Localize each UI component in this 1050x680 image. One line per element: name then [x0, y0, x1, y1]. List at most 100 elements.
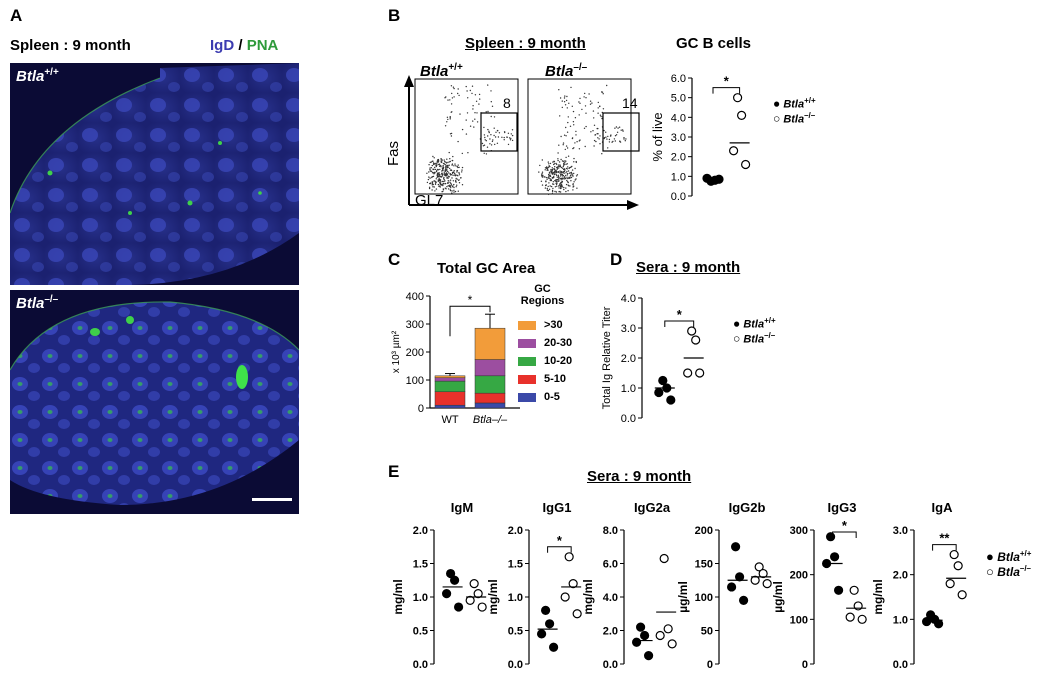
flow-event-dot — [444, 161, 446, 163]
flow-event-dot — [491, 140, 494, 143]
chart-IgA: 0.0 1.0 2.0 3.0 mg/ml ** — [871, 525, 967, 671]
flow-event-dot — [559, 191, 562, 193]
flow-event-dot — [488, 130, 490, 132]
legend-label: >30 — [544, 319, 563, 331]
flow-event-dot — [551, 191, 554, 193]
flow-event-dot — [511, 129, 514, 131]
data-point-wt — [449, 575, 460, 585]
flow-y-axis-label: Fas — [385, 140, 402, 166]
data-point-wt — [921, 616, 932, 627]
flow-event-dot — [557, 165, 559, 167]
flow-event-dot — [570, 180, 572, 182]
flow-event-dot — [606, 138, 608, 140]
flow-event-dot — [572, 110, 575, 113]
y-tick-label: 0.0 — [603, 659, 618, 671]
flow-event-dot — [437, 179, 439, 181]
flow-event-dot — [490, 101, 492, 103]
data-point-ko — [728, 146, 739, 156]
flow-event-dot — [562, 160, 565, 162]
flow-event-dot — [547, 193, 550, 196]
flow-event-dot — [563, 164, 565, 166]
flow-event-dot — [488, 131, 490, 134]
flow-event-dot — [437, 161, 439, 163]
flow-event-dot — [485, 111, 487, 113]
flow-event-dot — [441, 174, 444, 176]
flow-event-dot — [444, 164, 447, 166]
flow-event-dot — [554, 172, 556, 174]
legend-item-5-10: 5-10 — [518, 370, 572, 388]
y-axis-label: mg/ml — [391, 579, 405, 614]
panel-a-title: Spleen : 9 month — [10, 37, 131, 54]
flow-event-dot — [465, 85, 467, 88]
y-tick-label: 2.0 — [671, 152, 686, 164]
flow-event-dot — [546, 169, 548, 171]
flow-event-dot — [498, 132, 501, 134]
flow-event-dot — [434, 183, 437, 185]
flow-event-dot — [450, 132, 453, 135]
flow-event-dot — [547, 161, 549, 163]
data-point-ko — [572, 609, 582, 619]
flow-event-dot — [448, 172, 450, 174]
flow-event-dot — [562, 165, 564, 168]
y-tick-label: 300 — [790, 525, 808, 537]
flow-event-dot — [558, 164, 560, 166]
flow-event-dot — [450, 184, 452, 187]
data-point-ko — [754, 562, 764, 572]
flow-event-dot — [562, 142, 565, 144]
flow-event-dot — [556, 180, 558, 183]
flow-dots-ko — [538, 84, 627, 196]
legend-wt-sup: +/+ — [764, 316, 776, 325]
data-point-ko — [663, 624, 673, 634]
flow-event-dot — [428, 187, 431, 190]
flow-event-dot — [510, 137, 512, 140]
flow-event-dot — [451, 92, 453, 95]
flow-event-dot — [457, 190, 459, 192]
flow-event-dot — [539, 164, 541, 167]
data-point-ko — [750, 575, 760, 585]
flow-event-dot — [566, 107, 568, 109]
flow-event-dot — [576, 174, 579, 176]
flow-event-dot — [461, 184, 464, 186]
legend-title-line-2: Regions — [520, 295, 565, 307]
flow-event-dot — [601, 91, 604, 93]
flow-event-dot — [560, 173, 562, 176]
flow-event-dot — [446, 165, 449, 167]
flow-event-dot — [576, 187, 578, 189]
flow-event-dot — [441, 167, 444, 169]
flow-event-dot — [563, 176, 566, 178]
flow-event-dot — [614, 135, 617, 137]
legend-item-0-5: 0-5 — [518, 388, 572, 406]
legend-ko-label: Btla — [743, 333, 765, 346]
legend-wt-label: Btla — [743, 318, 765, 331]
flow-event-dot — [491, 105, 494, 107]
legend-swatch — [518, 374, 536, 384]
legend-label: 10-20 — [544, 355, 573, 367]
flow-event-dot — [449, 179, 452, 181]
flow-event-dot — [555, 169, 557, 172]
flow-event-dot — [449, 189, 452, 192]
flow-event-dot — [579, 102, 581, 104]
flow-event-dot — [434, 171, 436, 174]
flow-event-dot — [566, 177, 568, 180]
flow-event-dot — [437, 180, 439, 182]
flow-event-dot — [573, 181, 575, 183]
y-tick-label: 100 — [406, 375, 424, 387]
flow-event-dot — [426, 181, 429, 184]
flow-event-dot — [452, 86, 455, 88]
panel-letter-b: B — [388, 6, 401, 25]
flow-event-dot — [548, 177, 550, 179]
flow-event-dot — [576, 141, 578, 143]
genotype-label: Btla — [16, 68, 45, 85]
y-tick-label: 2.0 — [893, 570, 908, 582]
flow-event-dot — [483, 126, 485, 129]
open-circle-icon: ○ — [773, 111, 781, 126]
bar-segment-5-10 — [474, 392, 506, 404]
flow-event-dot — [469, 125, 472, 127]
flow-event-dot — [444, 180, 446, 182]
flow-event-dot — [444, 187, 446, 189]
y-tick-label: 3.0 — [621, 323, 636, 335]
flow-event-dot — [452, 155, 454, 158]
legend-wt-label: Btla — [783, 98, 805, 111]
pna-label: PNA — [246, 37, 279, 54]
flow-event-dot — [555, 183, 558, 186]
